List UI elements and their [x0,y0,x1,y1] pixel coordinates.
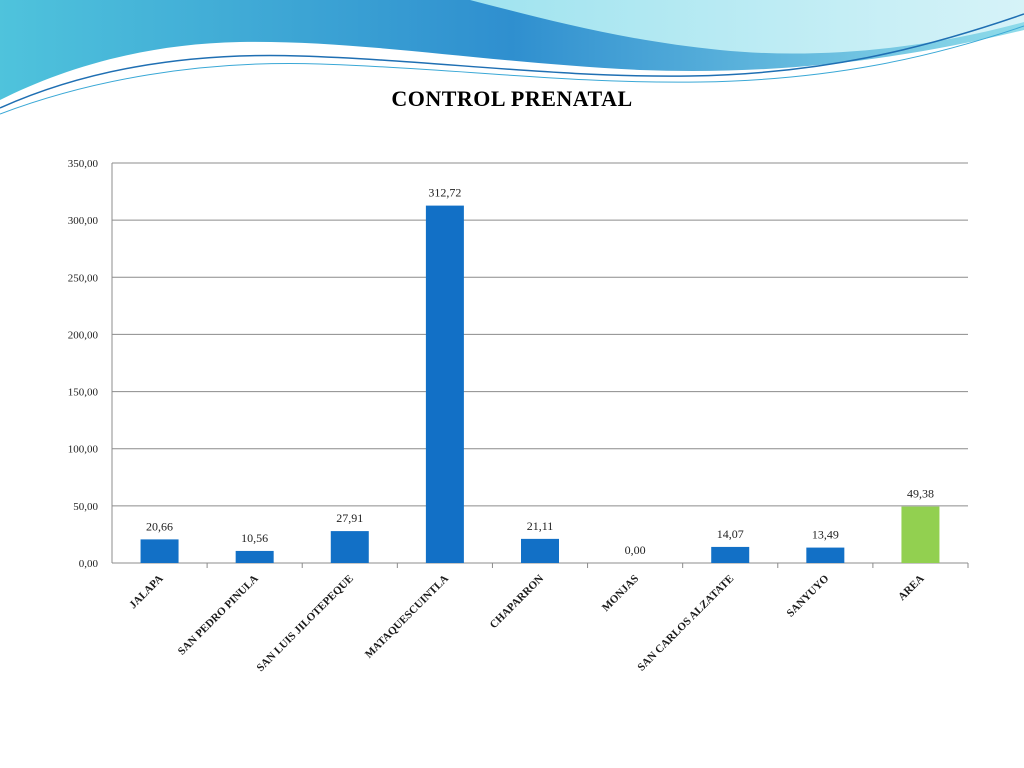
chart-title: CONTROL PRENATAL [391,86,633,111]
data-label: 312,72 [428,186,461,200]
y-tick-label: 50,00 [73,501,98,513]
x-category-label: SANYUYO [784,572,831,619]
data-label: 14,07 [717,527,744,541]
x-category-label: SAN CARLOS ALZATATE [635,573,736,674]
x-category-label: SAN LUIS JILOTEPEQUE [254,573,355,674]
x-category-label: AREA [896,573,927,604]
data-label: 49,38 [907,487,934,501]
bar [235,550,274,563]
bar [901,506,940,563]
bar [425,205,464,563]
x-category-label: MATAQUESCUINTLA [363,573,451,661]
y-tick-label: 350,00 [68,158,99,170]
x-category-label: CHAPARRON [488,573,547,632]
data-label: 10,56 [241,531,268,545]
bar [140,539,179,563]
x-category-label: JALAPA [127,573,166,612]
header-wave-decoration [0,0,1024,115]
x-category-label: SAN PEDRO PINULA [176,573,261,658]
y-tick-label: 0,00 [79,558,99,570]
bar [330,531,369,563]
y-tick-label: 150,00 [68,387,99,399]
data-label: 21,11 [527,519,554,533]
bar [806,547,845,563]
data-label: 20,66 [146,519,173,533]
y-tick-label: 300,00 [68,215,99,227]
bar [711,546,750,563]
y-tick-label: 200,00 [68,329,99,341]
data-label: 27,91 [336,511,363,525]
y-tick-label: 100,00 [68,444,99,456]
bar [521,538,559,563]
data-label: 13,49 [812,528,839,542]
y-tick-label: 250,00 [68,272,99,284]
x-category-label: MONJAS [600,573,641,614]
data-label: 0,00 [625,543,646,557]
